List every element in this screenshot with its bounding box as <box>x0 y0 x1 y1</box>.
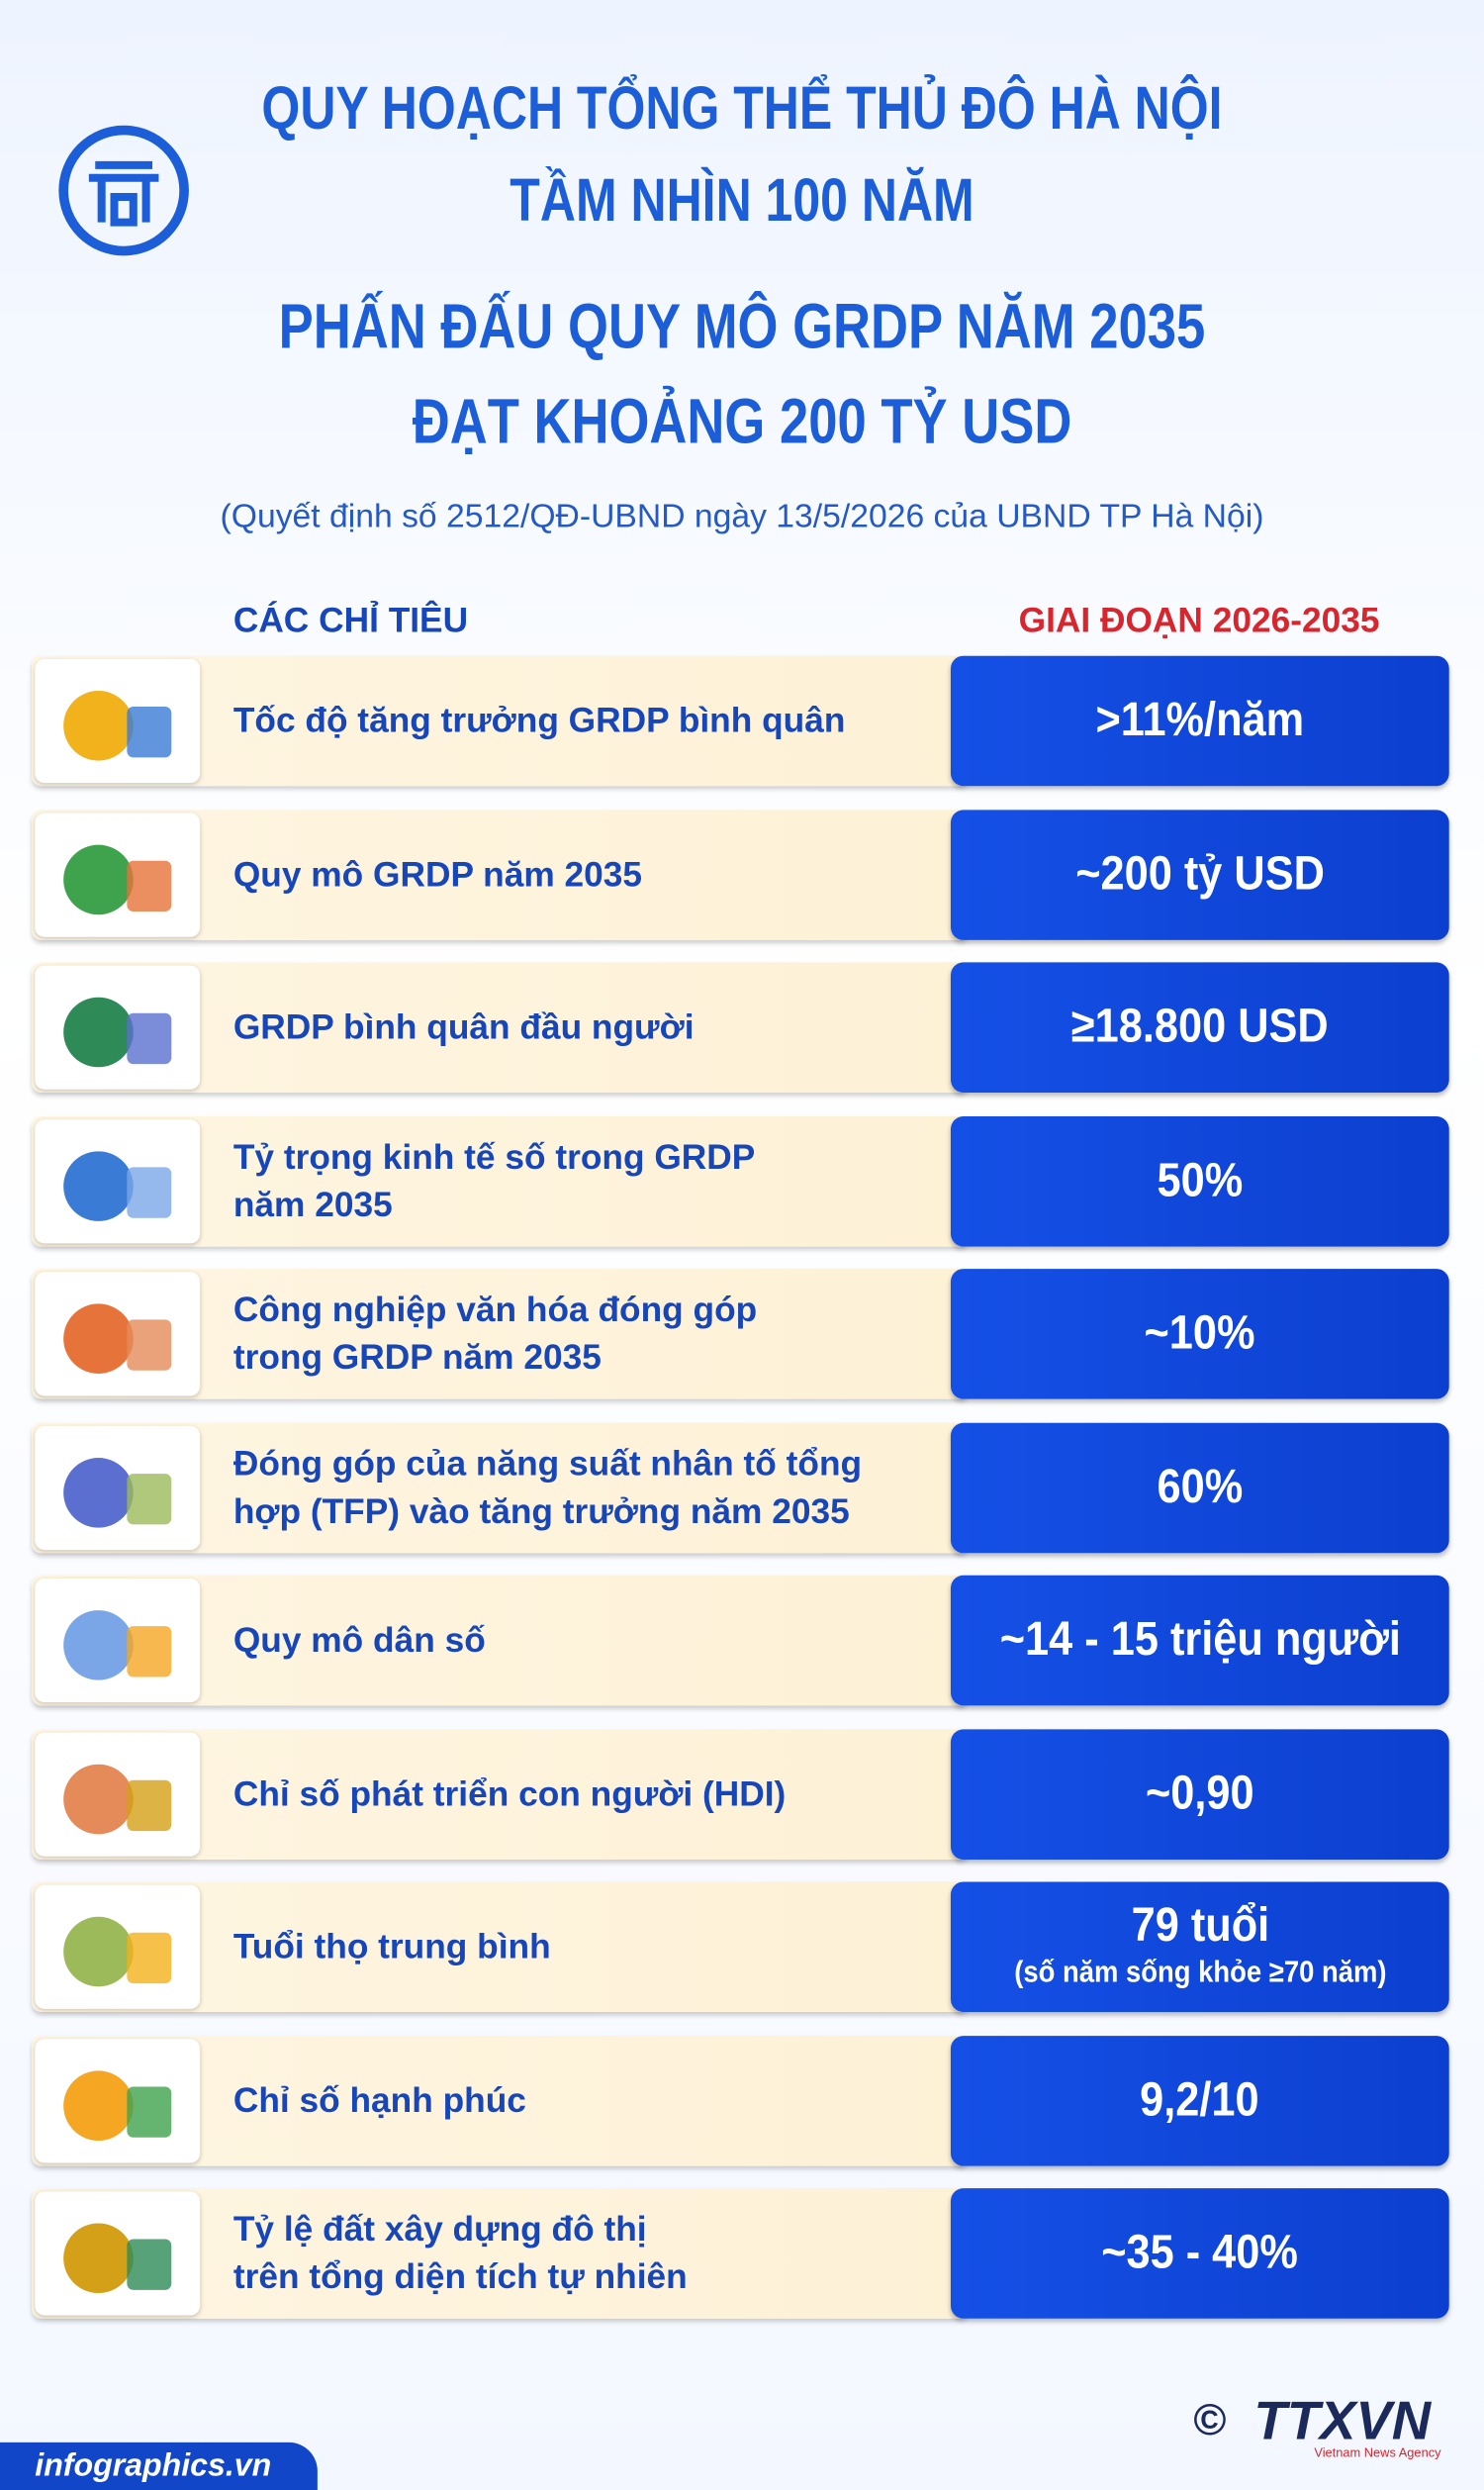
table-row: Chỉ số hạnh phúc 9,2/10 <box>32 2035 1449 2165</box>
logo <box>58 125 189 256</box>
icon <box>35 1578 201 1703</box>
indicator: Tốc độ tăng trưởng GRDP bình quân <box>233 656 948 787</box>
target-line: ~200 tỷ USD <box>1075 847 1325 901</box>
table-row: Quy mô dân số ~14 - 15 triệu người <box>32 1575 1449 1706</box>
indicator: Chỉ số phát triển con người (HDI) <box>233 1729 948 1860</box>
target-line: ~35 - 40% <box>1101 2226 1299 2279</box>
table-row: Tỷ lệ đất xây dựng đô thị trên tổng diện … <box>32 2188 1449 2319</box>
icon <box>35 812 201 936</box>
target-box: ~200 tỷ USD <box>950 809 1449 940</box>
icon <box>35 1731 201 1856</box>
target-box: ~0,90 <box>950 1728 1449 1860</box>
indicator: Tỷ lệ đất xây dựng đô thị trên tổng diện … <box>233 2188 948 2319</box>
target-line: 79 tuổi <box>1131 1899 1269 1953</box>
table-row: Công nghiệp văn hóa đóng góp trong GRDP n… <box>32 1269 1449 1399</box>
table-row: Tỷ trọng kinh tế số trong GRDP năm 2035 50… <box>32 1115 1449 1246</box>
icon-art <box>63 1457 172 1527</box>
target-line: 50% <box>1157 1153 1244 1206</box>
indicator-line: Tỷ lệ đất xây dựng đô thị <box>232 2208 647 2250</box>
icon-art <box>63 1763 172 1834</box>
icon <box>35 2191 201 2316</box>
copyright: © <box>1193 2394 1227 2444</box>
indicator-line: trên tổng diện tích tự nhiên <box>232 2256 688 2297</box>
icon <box>35 1272 201 1396</box>
icon-art <box>63 1150 172 1221</box>
target-line: >11%/năm <box>1095 694 1305 747</box>
indicator-line: Chỉ số hạnh phúc <box>232 2079 526 2120</box>
indicator-line: GRDP bình quân đầu người <box>232 1006 695 1047</box>
target-box: ~35 - 40% <box>950 2188 1449 2319</box>
title-line: QUY HOẠCH TỔNG THỂ THỦ ĐÔ HÀ NỘI <box>261 76 1223 144</box>
table-row: Chỉ số phát triển con người (HDI) ~0,90 <box>32 1728 1449 1860</box>
indicator: Tỷ trọng kinh tế số trong GRDP năm 2035 <box>233 1115 948 1246</box>
indicator: GRDP bình quân đầu người <box>233 962 948 1093</box>
indicator: Chỉ số hạnh phúc <box>233 2035 948 2165</box>
headline-line: PHẤN ĐẤU QUY MÔ GRDP NĂM 2035 <box>278 292 1206 362</box>
icon <box>35 2038 201 2162</box>
target-box: 9,2/10 <box>950 2035 1449 2165</box>
icon-art <box>63 691 172 761</box>
target-line: ~0,90 <box>1146 1767 1254 1820</box>
indicator-line: hợp (TFP) vào tăng trưởng năm 2035 <box>232 1489 850 1531</box>
target-box: >11%/năm <box>950 655 1449 787</box>
table-row: Tốc độ tăng trưởng GRDP bình quân >11%/nă… <box>32 655 1449 787</box>
icon-art <box>63 1610 172 1680</box>
icon <box>35 1425 201 1550</box>
icon-art <box>63 2069 172 2141</box>
indicator-line: Quy mô GRDP năm 2035 <box>232 853 643 894</box>
title-line: TẦM NHÌN 100 NĂM <box>510 168 974 236</box>
target-box: 50% <box>950 1115 1449 1246</box>
site: infographics.vn <box>0 2442 318 2490</box>
target-box: ~14 - 15 triệu người <box>950 1575 1449 1706</box>
table-row: Tuổi thọ trung bình 79 tuổi (số năm sống k… <box>32 1881 1449 2013</box>
target-box: ≥18.800 USD <box>950 962 1449 1093</box>
icon <box>35 658 201 784</box>
column-header: GIAI ĐOẠN 2026-2035 <box>1018 600 1380 640</box>
indicator: Công nghiệp văn hóa đóng góp trong GRDP n… <box>233 1269 948 1399</box>
indicator: Quy mô dân số <box>233 1576 948 1706</box>
icon <box>35 1884 201 2009</box>
agency-subtitle: Vietnam News Agency <box>1314 2445 1441 2460</box>
indicator-line: Công nghiệp văn hóa đóng góp <box>232 1289 758 1330</box>
source: (Quyết định số 2512/QĐ-UBND ngày 13/5/20… <box>220 498 1264 535</box>
target-line: 60% <box>1157 1460 1244 1513</box>
icon-art <box>63 2223 172 2294</box>
indicator-line: Quy mô dân số <box>232 1619 486 1660</box>
indicator: Quy mô GRDP năm 2035 <box>233 810 948 940</box>
agency: TTXVN <box>1253 2391 1432 2452</box>
target-line: (số năm sống khỏe ≥70 năm) <box>1013 1956 1387 1990</box>
indicator-line: Tốc độ tăng trưởng GRDP bình quân <box>232 700 846 740</box>
target-line: ~10% <box>1144 1306 1255 1360</box>
indicator: Đóng góp của năng suất nhân tố tổng hợp (… <box>233 1422 948 1553</box>
indicator-line: Đóng góp của năng suất nhân tố tổng <box>232 1442 863 1483</box>
table-row: Quy mô GRDP năm 2035 ~200 tỷ USD <box>32 809 1449 940</box>
indicator-line: trong GRDP năm 2035 <box>232 1337 602 1378</box>
indicator-line: năm 2035 <box>232 1184 393 1224</box>
target-line: 9,2/10 <box>1140 2072 1260 2126</box>
target-box: 79 tuổi (số năm sống khỏe ≥70 năm) <box>950 1881 1449 2013</box>
icon-art <box>63 1916 172 1987</box>
column-header: CÁC CHỈ TIÊU <box>232 600 469 640</box>
icon-art <box>63 997 172 1068</box>
icon-art <box>63 1303 172 1374</box>
icon-art <box>63 843 172 914</box>
table-row: Đóng góp của năng suất nhân tố tổng hợp (… <box>32 1421 1449 1553</box>
indicator-line: Tỷ trọng kinh tế số trong GRDP <box>232 1136 756 1177</box>
table-row: GRDP bình quân đầu người ≥18.800 USD <box>32 962 1449 1093</box>
target-box: 60% <box>950 1421 1449 1553</box>
indicator-line: Tuổi thọ trung bình <box>232 1926 551 1966</box>
indicator: Tuổi thọ trung bình <box>233 1881 948 2012</box>
icon <box>35 1118 201 1243</box>
target-box: ~10% <box>950 1269 1449 1399</box>
icon <box>35 965 201 1090</box>
headline-line: ĐẠT KHOẢNG 200 TỶ USD <box>412 387 1072 458</box>
target-line: ~14 - 15 triệu người <box>999 1613 1401 1667</box>
indicator-line: Chỉ số phát triển con người (HDI) <box>232 1772 787 1813</box>
target-line: ≥18.800 USD <box>1070 1000 1329 1053</box>
